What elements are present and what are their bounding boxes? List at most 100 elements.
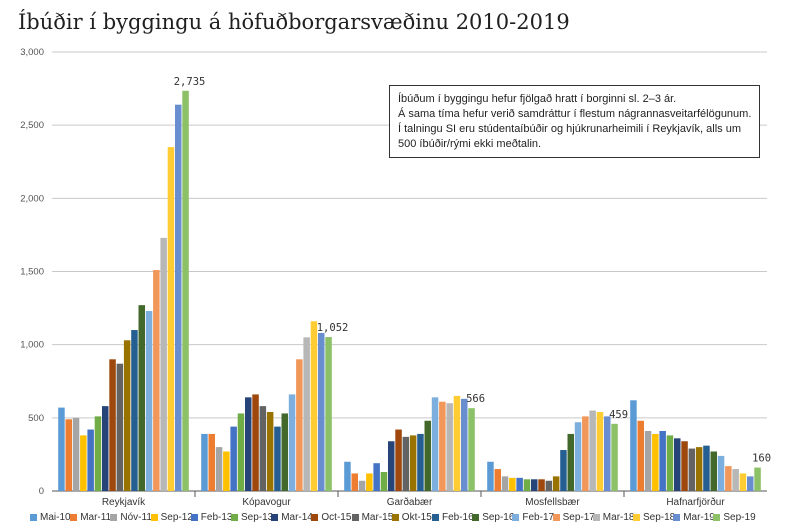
legend-item: Okt-15 xyxy=(391,512,432,523)
bar xyxy=(545,480,553,491)
bar xyxy=(182,90,189,492)
annotation-line: Íbúðum í byggingu hefur fjölgað hratt í … xyxy=(398,93,677,105)
legend-label: Feb-17 xyxy=(522,512,555,523)
legend-swatch xyxy=(512,514,520,521)
bar xyxy=(531,479,538,491)
bar xyxy=(501,476,509,491)
bar xyxy=(409,435,417,491)
data-label: 566 xyxy=(466,393,485,405)
bar xyxy=(695,447,703,491)
legend-label: Okt-15 xyxy=(401,512,432,523)
legend-item: Sep-13 xyxy=(231,512,273,523)
legend-item: Mar-14 xyxy=(271,512,313,523)
bar xyxy=(523,479,531,491)
bar xyxy=(223,451,230,491)
legend-label: Mar-19 xyxy=(683,512,715,523)
legend-label: Mar-14 xyxy=(281,512,313,523)
bar xyxy=(58,407,65,491)
bar xyxy=(596,411,604,491)
bar xyxy=(754,467,761,491)
bar xyxy=(644,431,652,491)
legend-item: Sep-19 xyxy=(713,512,756,523)
bar xyxy=(259,406,267,491)
y-tick-label: 2,000 xyxy=(20,193,44,204)
legend-swatch xyxy=(30,514,37,521)
data-labels: 2,735 1,052 566 459 160 xyxy=(174,76,771,465)
legend-swatch xyxy=(552,514,560,521)
bar xyxy=(310,321,318,491)
bar xyxy=(160,237,167,491)
bar xyxy=(461,398,468,491)
legend-swatch xyxy=(633,514,640,521)
bar xyxy=(175,104,182,492)
bar xyxy=(153,270,160,491)
legend-swatch xyxy=(432,514,439,521)
legend-swatch xyxy=(70,514,78,521)
legend-item: Sep-12 xyxy=(150,512,193,523)
bar xyxy=(351,473,358,491)
bar xyxy=(560,450,567,491)
bar xyxy=(725,466,732,491)
legend-swatch xyxy=(311,514,319,521)
bar xyxy=(380,471,388,491)
bar xyxy=(167,147,175,491)
legend-item: Mai-10 xyxy=(30,512,71,523)
y-tick-label: 1,500 xyxy=(20,267,44,278)
bar xyxy=(637,420,644,491)
bar xyxy=(589,410,596,491)
bar xyxy=(123,340,131,491)
legend-label: Sep-16 xyxy=(482,512,515,523)
legend-swatch xyxy=(231,514,238,521)
legend-item: Sep-18 xyxy=(633,512,675,523)
bar xyxy=(208,433,215,491)
legend-swatch xyxy=(713,514,721,521)
bar xyxy=(87,429,94,491)
bar xyxy=(487,461,494,491)
legend-label: Feb-13 xyxy=(200,512,233,523)
legend-item: Mar-19 xyxy=(673,512,715,523)
bar xyxy=(402,436,410,491)
legend-label: Mai-10 xyxy=(40,512,71,523)
y-tick-label: 1,000 xyxy=(20,340,44,351)
legend-label: Sep-19 xyxy=(723,512,756,523)
bar xyxy=(388,441,395,491)
bar xyxy=(717,455,725,491)
bar xyxy=(344,461,351,491)
bar xyxy=(431,397,439,491)
bar xyxy=(652,433,659,491)
legend-swatch xyxy=(351,514,359,521)
bar xyxy=(446,403,453,491)
bar xyxy=(325,337,332,491)
legend-item: Oct-15 xyxy=(311,512,351,523)
bar xyxy=(688,448,696,491)
legend-swatch xyxy=(190,514,198,521)
x-axis-ticks: Reykjavík Kópavogur Garðabær Mosfellsbær Haf… xyxy=(102,491,725,508)
y-tick-label: 2,500 xyxy=(20,120,44,131)
bar xyxy=(703,445,710,491)
y-tick-label: 0 xyxy=(39,486,44,497)
bar xyxy=(732,469,739,491)
bar xyxy=(659,431,666,491)
bar xyxy=(358,480,366,491)
x-tick-label: Kópavogur xyxy=(242,497,291,508)
bar xyxy=(538,479,545,491)
bar xyxy=(666,435,674,491)
bar xyxy=(630,400,637,491)
bar xyxy=(681,441,688,491)
bar xyxy=(237,413,245,491)
bar xyxy=(72,417,80,491)
bar xyxy=(252,394,259,491)
legend-swatch xyxy=(673,514,681,521)
bar xyxy=(266,411,274,491)
bar xyxy=(318,332,325,491)
legend-label: Sep-18 xyxy=(643,512,676,523)
legend-item: Feb-17 xyxy=(512,512,554,523)
bar xyxy=(739,473,747,491)
bar xyxy=(604,416,611,491)
bar xyxy=(373,463,380,491)
chart-title: Íbúðir í byggingu á höfuðborgarsvæðinu 2… xyxy=(18,10,570,34)
legend-label: Mar-15 xyxy=(361,512,394,523)
legend-item: Mar-11 xyxy=(70,512,111,523)
bar xyxy=(245,397,252,491)
x-tick-label: Hafnarfjörður xyxy=(666,496,725,508)
